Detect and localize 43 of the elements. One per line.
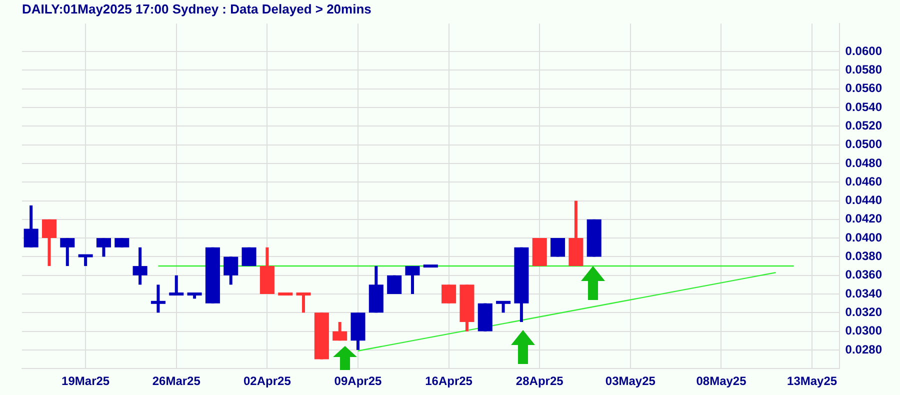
candlestick xyxy=(332,322,348,341)
y-tick-label: 0.0500 xyxy=(845,137,882,152)
y-tick-label: 0.0300 xyxy=(845,324,882,338)
y-tick-label: 0.0580 xyxy=(845,62,882,77)
candlestick xyxy=(42,219,57,266)
y-tick-label: 0.0480 xyxy=(845,156,882,170)
y-tick-label: 0.0560 xyxy=(845,81,882,96)
x-tick-label: 13May25 xyxy=(787,374,838,388)
candlestick xyxy=(78,254,93,266)
x-tick-label: 16Apr25 xyxy=(425,374,473,388)
candlestick xyxy=(60,238,75,266)
candlestick xyxy=(442,284,456,304)
x-tick-label: 02Apr25 xyxy=(244,374,292,388)
candlestick xyxy=(496,300,511,313)
candlestick xyxy=(405,266,420,294)
x-tick-label: 26Mar25 xyxy=(152,374,201,388)
candlestick xyxy=(96,238,111,257)
y-tick-label: 0.0360 xyxy=(845,268,882,282)
y-tick-label: 0.0600 xyxy=(845,44,882,58)
y-tick-label: 0.0540 xyxy=(845,100,882,114)
x-tick-label: 28Apr25 xyxy=(516,374,564,388)
candlestick xyxy=(132,247,148,285)
x-tick-label: 08May25 xyxy=(696,374,747,388)
candlestick xyxy=(114,238,130,248)
x-tick-label: 19Mar25 xyxy=(62,374,110,388)
candlestick xyxy=(24,205,38,248)
y-tick-label: 0.0520 xyxy=(845,118,882,132)
y-tick-label: 0.0340 xyxy=(845,286,882,300)
x-tick-label: 03May25 xyxy=(605,374,656,388)
candlestick xyxy=(224,256,238,285)
y-tick-label: 0.0320 xyxy=(845,304,882,319)
x-tick-label: 09Apr25 xyxy=(334,374,382,388)
y-tick-label: 0.0440 xyxy=(845,193,882,208)
y-tick-label: 0.0420 xyxy=(845,212,882,226)
candlestick xyxy=(296,292,311,313)
y-tick-label: 0.0280 xyxy=(845,342,882,356)
candlestick xyxy=(150,284,166,313)
candlestick xyxy=(550,238,566,257)
y-tick-label: 0.0380 xyxy=(845,249,882,264)
chart-title: DAILY:01May2025 17:00 Sydney : Data Delayed > 20mins xyxy=(22,1,372,16)
y-tick-label: 0.0400 xyxy=(845,230,882,244)
candlestick xyxy=(169,275,184,296)
y-tick-label: 0.0460 xyxy=(845,174,882,188)
